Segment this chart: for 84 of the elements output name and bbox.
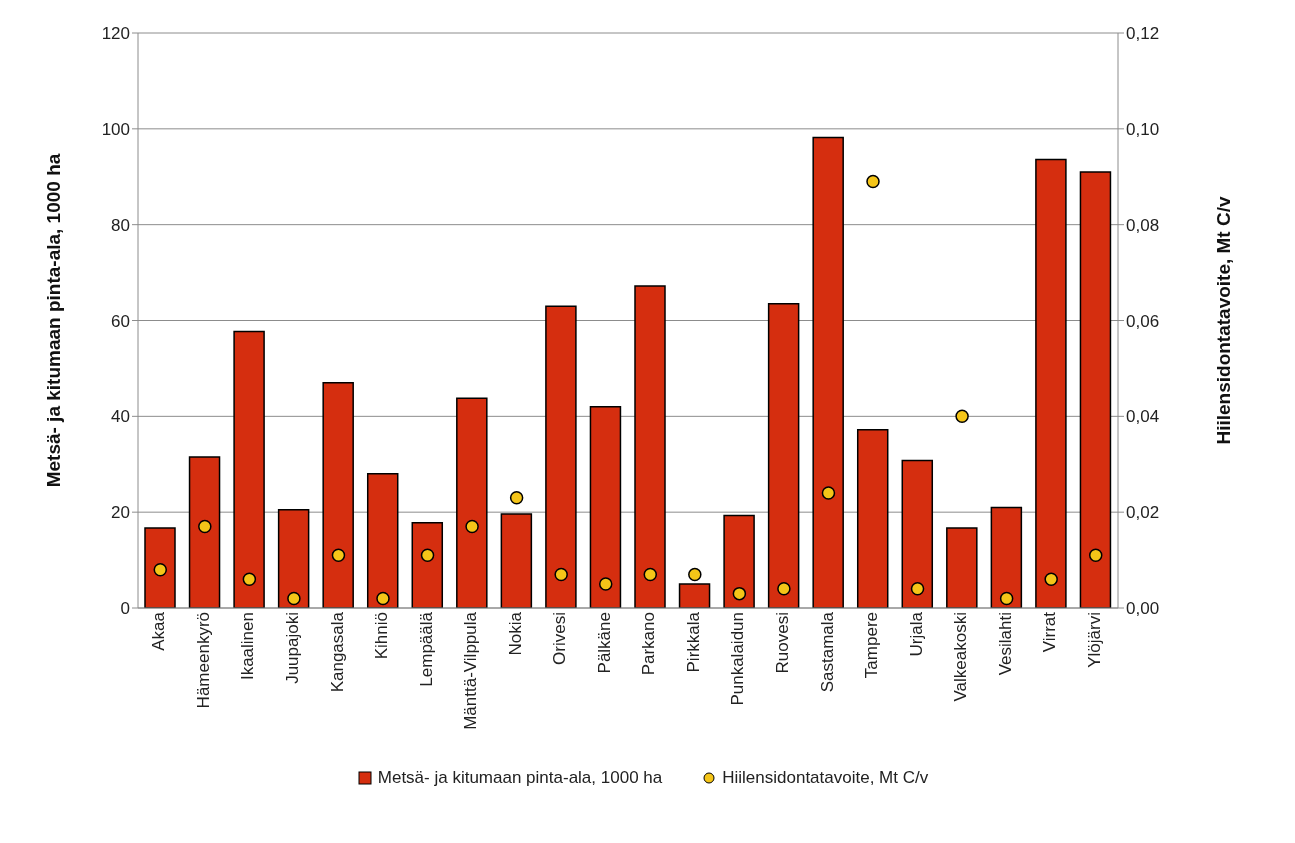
point <box>287 591 301 606</box>
bar <box>634 285 666 608</box>
x-tick-label: Juupajoki <box>282 612 302 684</box>
x-tick-label: Orivesi <box>550 612 570 665</box>
x-tick-label: Pälkäne <box>594 612 614 674</box>
point <box>1044 572 1058 586</box>
point <box>688 567 702 582</box>
bar <box>990 506 1023 608</box>
y-axis-title: Metsä- ja kitumaan pinta-ala, 1000 ha <box>42 153 64 488</box>
y-tick-label: 80 <box>111 215 130 235</box>
x-tick-label: Tampere <box>862 612 882 679</box>
bar <box>144 527 176 608</box>
x-tick-label: Lempäälä <box>416 611 436 687</box>
x-tick-label: Kihniö <box>372 612 392 660</box>
x-tick-label: Hämeenkyrö <box>193 612 213 709</box>
x-tick-label: Parkano <box>639 612 659 676</box>
bar <box>589 406 622 608</box>
point <box>1088 548 1103 563</box>
point <box>465 519 479 534</box>
y-tick-label: 120 <box>101 24 130 44</box>
x-tick-label: Ruovesi <box>772 612 792 674</box>
bar <box>456 397 488 608</box>
legend-label: Metsä- ja kitumaan pinta-ala, 1000 ha <box>377 768 663 788</box>
point <box>376 591 390 606</box>
bar <box>233 330 265 608</box>
x-tick-label: Sastamala <box>817 611 837 693</box>
bar <box>901 459 934 608</box>
x-tick-label: Kangasala <box>327 611 347 693</box>
x-tick-label: Akaa <box>149 611 169 651</box>
bar <box>856 429 889 608</box>
bar <box>545 305 577 608</box>
x-tick-label: Nokia <box>505 611 525 656</box>
bar <box>500 513 533 608</box>
point <box>999 591 1014 606</box>
y2-tick-label: 0,06 <box>1126 311 1160 331</box>
x-tick-label: Mänttä-Vilppula <box>461 611 481 730</box>
point <box>732 586 747 601</box>
point <box>242 572 257 586</box>
y-tick-label: 0 <box>120 599 130 619</box>
y2-tick-label: 0,02 <box>1126 503 1160 523</box>
y2-axis-title: Hiilensidontatavoite, Mt C/v <box>1212 196 1234 445</box>
point <box>331 548 346 563</box>
y-tick-label: 40 <box>111 407 130 427</box>
bar <box>411 521 444 608</box>
bar <box>1035 158 1067 608</box>
x-tick-label: Pirkkala <box>683 611 703 673</box>
point <box>777 582 791 596</box>
x-tick-label: Vesilahti <box>995 612 1015 676</box>
y2-tick-label: 0,12 <box>1126 24 1160 44</box>
point <box>598 577 613 591</box>
y2-tick-label: 0,08 <box>1126 215 1160 235</box>
x-tick-label: Ikaalinen <box>238 612 258 681</box>
point <box>643 567 658 582</box>
x-tick-label: Urjala <box>906 611 926 657</box>
point <box>198 519 212 534</box>
y-tick-label: 100 <box>101 119 130 139</box>
bar <box>1079 171 1112 608</box>
x-tick-label: Valkeakoski <box>951 612 971 702</box>
point <box>420 548 435 563</box>
point <box>866 174 880 189</box>
bar <box>678 583 711 608</box>
y2-tick-label: 0,10 <box>1126 119 1160 139</box>
bar <box>723 514 755 608</box>
point <box>554 567 568 582</box>
bar <box>812 136 844 608</box>
x-tick-label: Punkalaidun <box>728 612 748 706</box>
bar <box>767 302 800 608</box>
bar <box>188 456 221 608</box>
point <box>910 582 925 596</box>
x-tick-label: Ylöjärvi <box>1084 612 1104 668</box>
x-tick-label: Virrat <box>1040 611 1060 653</box>
point <box>509 491 524 505</box>
bar <box>277 509 310 608</box>
bar <box>366 473 399 608</box>
y2-tick-label: 0,04 <box>1126 407 1160 427</box>
legend-label: Hiilensidontatavoite, Mt C/v <box>722 768 929 788</box>
y2-tick-label: 0,00 <box>1126 599 1160 619</box>
point <box>955 409 969 424</box>
point <box>153 562 168 577</box>
y-tick-label: 60 <box>111 311 130 331</box>
bar <box>946 527 978 608</box>
bar <box>322 382 354 608</box>
point <box>821 486 836 500</box>
y-tick-label: 20 <box>111 503 130 523</box>
